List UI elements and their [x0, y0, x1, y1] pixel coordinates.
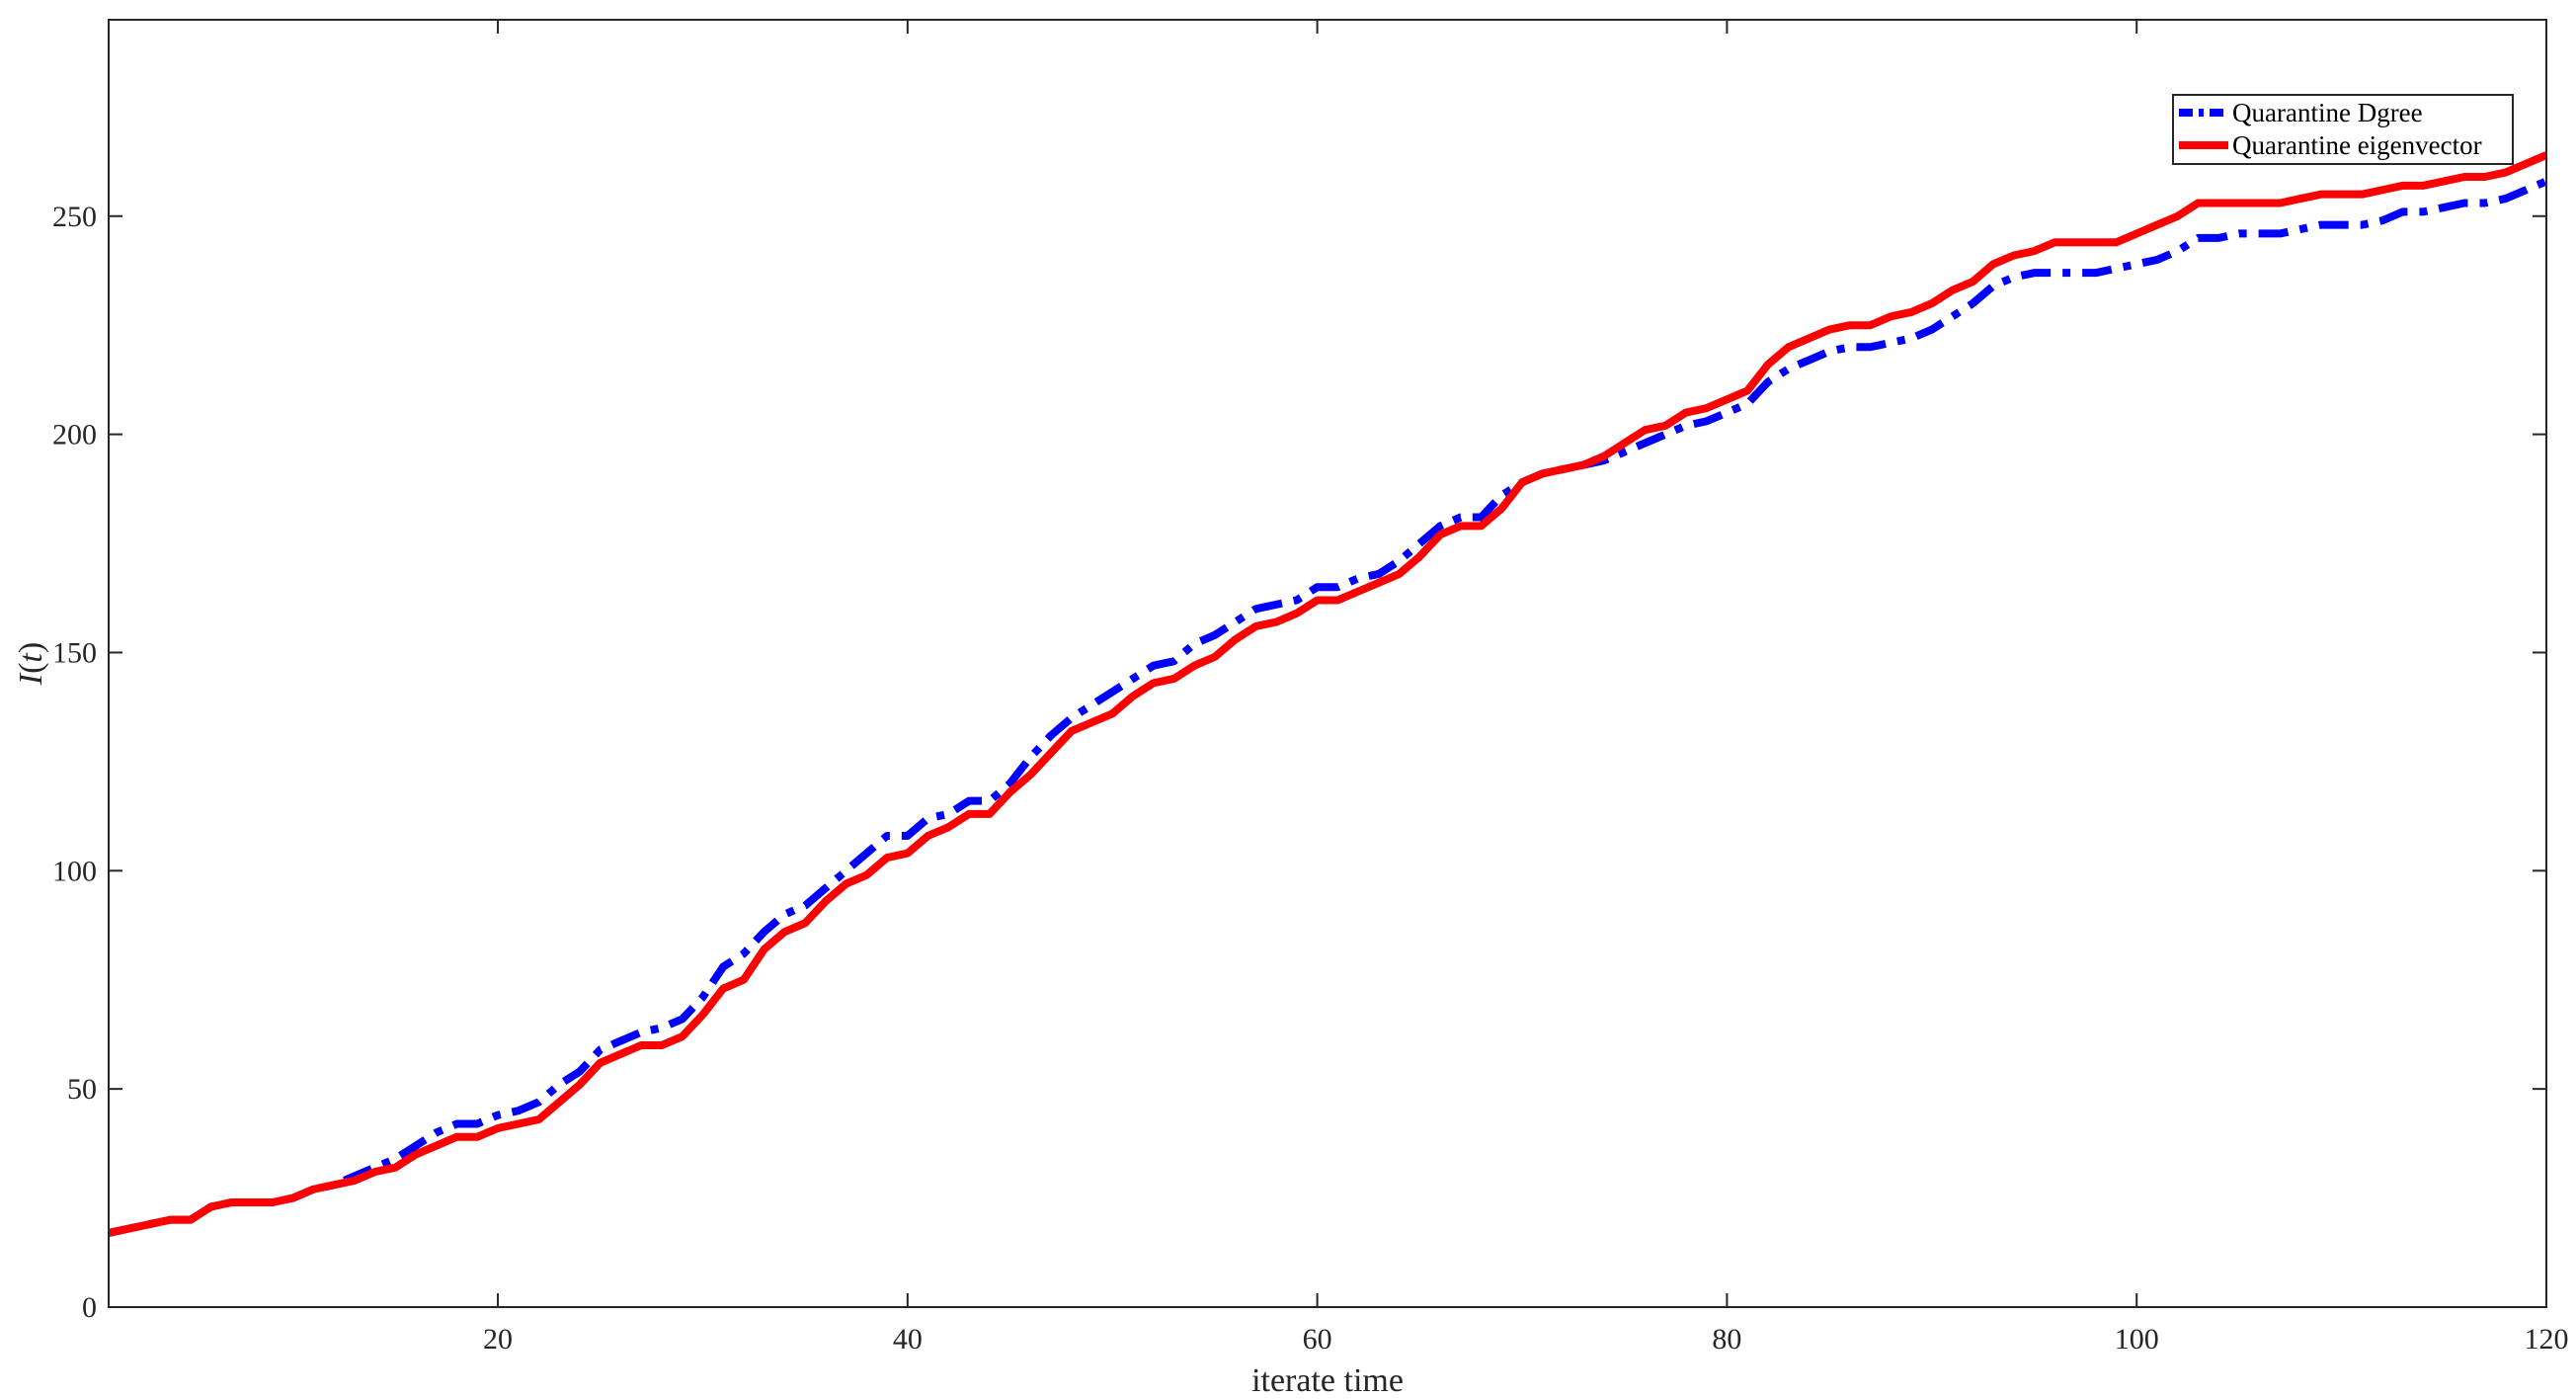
y-tick-label: 0	[82, 1291, 97, 1324]
y-tick-label: 100	[52, 855, 97, 887]
plot-frame	[108, 19, 2547, 1308]
y-axis: 0 50 100 150 200 250	[52, 201, 2546, 1324]
y-tick-label: 250	[52, 201, 97, 233]
x-tick-label: 20	[483, 1323, 513, 1356]
series-layer	[108, 151, 2548, 1237]
y-tick-label: 150	[52, 636, 97, 669]
x-tick-label: 40	[893, 1323, 923, 1356]
x-axis: 20 40 60 80 100 120	[483, 20, 2569, 1356]
series-line-1	[108, 177, 2548, 1237]
y-axis-label: I(t)	[13, 642, 49, 686]
legend-label-2: Quarantine eigenvector	[2232, 130, 2482, 160]
x-tick-label: 80	[1712, 1323, 1741, 1356]
x-tick-label: 60	[1303, 1323, 1332, 1356]
y-tick-label: 200	[52, 419, 97, 452]
y-tick-label: 50	[67, 1073, 97, 1106]
y-axis-label-close-paren: )	[13, 642, 49, 653]
x-tick-label: 120	[2525, 1323, 2569, 1356]
series-line-2	[108, 151, 2548, 1237]
y-axis-label-open-paren: (	[13, 663, 49, 674]
y-axis-label-var: I	[13, 672, 49, 686]
legend-label-1: Quarantine Dgree	[2232, 98, 2423, 127]
x-axis-label: iterate time	[1251, 1362, 1404, 1399]
legend-box	[2172, 94, 2514, 165]
x-tick-label: 100	[2115, 1323, 2159, 1356]
legend: Quarantine Dgree Quarantine eigenvector	[2172, 94, 2514, 165]
y-axis-label-arg: t	[13, 652, 49, 663]
